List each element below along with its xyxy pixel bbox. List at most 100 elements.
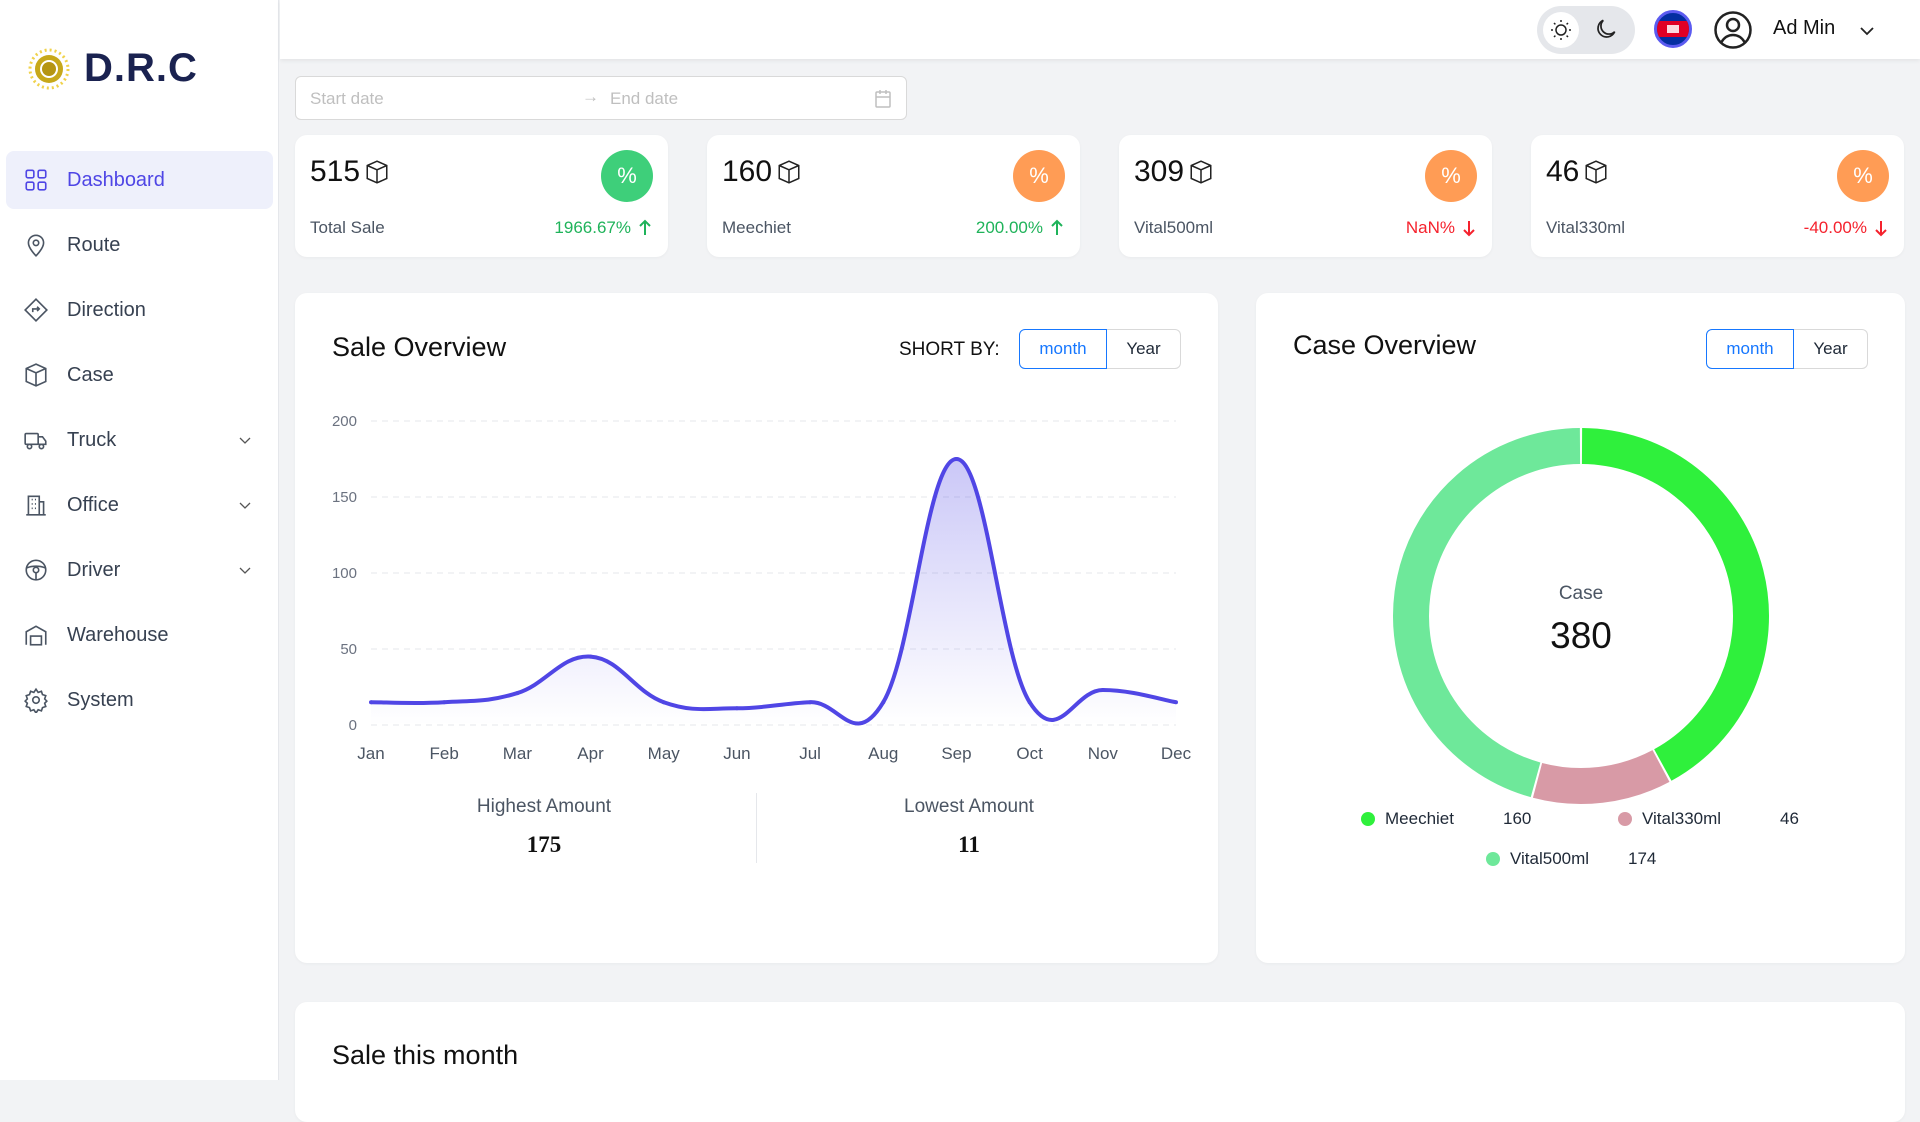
tab-month[interactable]: month [1706, 329, 1794, 369]
chevron-down-icon[interactable] [237, 497, 253, 513]
tab-year[interactable]: Year [1794, 329, 1868, 369]
case-period-toggle: month Year [1706, 329, 1868, 369]
y-tick-label: 0 [349, 717, 357, 734]
sidebar-item-label: Driver [67, 558, 121, 581]
gear-icon [24, 687, 48, 713]
sidebar-item-warehouse[interactable]: Warehouse [6, 606, 273, 664]
brand-name: D.R.C [84, 46, 198, 90]
x-tick-label: Oct [1016, 744, 1043, 763]
sidebar-item-label: Direction [67, 298, 146, 321]
data-point[interactable] [588, 654, 593, 659]
data-point[interactable] [369, 700, 373, 705]
theme-toggle[interactable] [1537, 6, 1635, 54]
sidebar-item-label: System [67, 688, 134, 711]
date-range-picker[interactable]: Start date → End date [295, 76, 907, 120]
tab-month[interactable]: month [1019, 329, 1107, 369]
data-point[interactable] [881, 700, 886, 705]
legend-value: 160 [1503, 809, 1532, 828]
location-pin-icon [27, 234, 45, 257]
sidebar: D.R.C Dashboard Route Direction Case Truck Of… [0, 0, 279, 1080]
data-point[interactable] [734, 706, 739, 711]
arrow-up-icon [1051, 219, 1063, 235]
sidebar-item-label: Route [67, 233, 121, 256]
legend-label: Vital500ml [1510, 849, 1590, 868]
stat-value: 309 [1134, 155, 1185, 188]
sidebar-item-case[interactable]: Case [6, 346, 273, 404]
sale-period-toggle: month Year [1019, 329, 1181, 369]
x-tick-label: Feb [430, 744, 459, 763]
sidebar-item-dashboard[interactable]: Dashboard [6, 151, 273, 209]
tab-year[interactable]: Year [1107, 329, 1181, 369]
data-point[interactable] [515, 691, 520, 696]
series-line [370, 456, 1177, 726]
data-point[interactable] [1174, 700, 1178, 705]
percent-badge-icon: % [601, 150, 653, 202]
language-flag-button[interactable] [1654, 10, 1692, 48]
highest-amount-value: 175 [526, 832, 562, 857]
chevron-down-icon[interactable] [237, 562, 253, 578]
sidebar-item-label: Case [67, 363, 114, 386]
x-tick-label: Jul [799, 744, 821, 763]
sidebar-item-label: Dashboard [67, 168, 165, 191]
box-icon [366, 160, 388, 184]
sidebar-item-route[interactable]: Route [6, 216, 273, 274]
sidebar-item-driver[interactable]: Driver [6, 541, 273, 599]
legend-item[interactable]: Vital330ml 46 [1618, 809, 1799, 829]
stat-value: 515 [310, 155, 361, 188]
divider [756, 793, 757, 863]
stat-value: 160 [722, 155, 773, 188]
start-date-input[interactable]: Start date [310, 89, 384, 108]
end-date-input[interactable]: End date [610, 89, 679, 108]
data-point[interactable] [1027, 700, 1032, 705]
legend-value: 174 [1628, 849, 1657, 868]
lowest-amount: Lowest Amount 11 [819, 796, 1119, 858]
calendar-icon[interactable] [874, 89, 892, 109]
sidebar-item-direction[interactable]: Direction [6, 281, 273, 339]
box-icon [1585, 160, 1607, 184]
legend-label: Vital330ml [1642, 809, 1722, 828]
data-point[interactable] [442, 700, 447, 705]
slice-meechiet[interactable] [1581, 428, 1769, 781]
highest-amount-label: Highest Amount [476, 796, 612, 817]
case-overview-card: Case Overview month Year Case 380 Meechi… [1256, 293, 1905, 963]
slice-vital330ml[interactable] [1532, 749, 1670, 804]
steering-wheel-icon [25, 559, 47, 581]
box-icon [25, 363, 47, 387]
user-name[interactable]: Ad Min [1773, 17, 1836, 39]
sidebar-item-label: Office [67, 493, 119, 516]
chevron-down-icon[interactable] [1858, 22, 1876, 40]
sun-logo-icon [28, 48, 70, 89]
case-overview-title: Case Overview [1293, 330, 1477, 360]
data-point[interactable] [808, 700, 813, 705]
warehouse-icon [25, 625, 47, 646]
x-tick-label: Mar [503, 744, 533, 763]
y-tick-label: 100 [332, 565, 357, 582]
stat-change: -40.00% [1803, 218, 1867, 237]
stat-card: 515 % Total Sale 1966.67% [295, 135, 668, 257]
percent-badge-icon: % [1013, 150, 1065, 202]
chevron-down-icon[interactable] [237, 432, 253, 448]
sale-this-month-card: Sale this month [295, 1002, 1905, 1122]
building-icon [26, 495, 46, 516]
legend-item[interactable]: Vital500ml 174 [1486, 849, 1656, 869]
sidebar-item-office[interactable]: Office [6, 476, 273, 534]
legend-dot-icon [1618, 812, 1632, 826]
stat-change: 200.00% [975, 218, 1043, 237]
logo[interactable]: D.R.C [28, 46, 198, 91]
x-tick-label: Apr [577, 744, 604, 763]
user-avatar-icon[interactable] [1713, 10, 1753, 50]
slice-vital500ml[interactable] [1393, 428, 1581, 798]
legend-item[interactable]: Meechiet 160 [1361, 809, 1531, 829]
arrow-right-icon: → [582, 87, 599, 106]
stat-label: Vital330ml [1546, 218, 1626, 237]
data-point[interactable] [1100, 688, 1105, 693]
sidebar-item-system[interactable]: System [6, 671, 273, 729]
sun-icon[interactable] [1543, 12, 1579, 48]
sidebar-item-truck[interactable]: Truck [6, 411, 273, 469]
stat-card: 309 % Vital500ml NaN% [1119, 135, 1492, 257]
stat-change: 1966.67% [554, 218, 631, 237]
moon-icon[interactable] [1593, 16, 1619, 42]
legend-dot-icon [1361, 812, 1375, 826]
data-point[interactable] [954, 457, 959, 461]
data-point[interactable] [661, 700, 666, 705]
